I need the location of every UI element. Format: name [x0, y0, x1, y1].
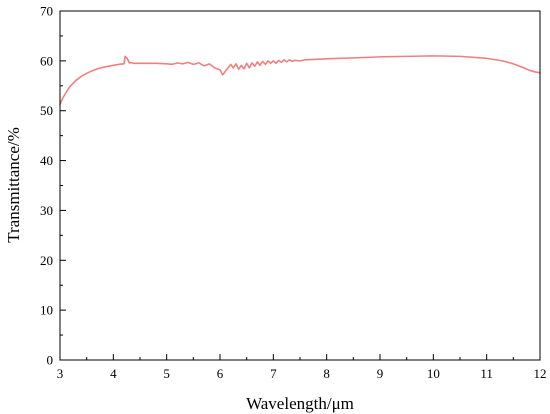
- y-axis-title: Transmittance/%: [4, 127, 23, 243]
- y-tick-label: 50: [40, 103, 53, 118]
- y-tick-label: 20: [40, 253, 53, 268]
- y-tick-label: 70: [40, 4, 53, 19]
- x-tick-label: 7: [270, 366, 277, 381]
- x-tick-label: 5: [163, 366, 170, 381]
- series-line: [59, 55, 541, 106]
- x-tick-label: 4: [110, 366, 117, 381]
- x-tick-label: 3: [57, 366, 64, 381]
- plot-frame: [59, 10, 541, 361]
- series-layer: [59, 55, 541, 106]
- x-tick-label: 9: [377, 366, 384, 381]
- x-tick-label: 8: [323, 366, 330, 381]
- y-tick-label: 40: [40, 153, 53, 168]
- x-tick-label: 10: [427, 366, 440, 381]
- x-tick-label: 12: [534, 366, 547, 381]
- y-tick-label: 0: [47, 353, 54, 368]
- x-axis-title: Wavelength/μm: [246, 394, 354, 413]
- y-tick-label: 10: [40, 303, 53, 318]
- y-tick-label: 60: [40, 53, 53, 68]
- x-tick-label: 6: [217, 366, 224, 381]
- x-tick-label: 11: [480, 366, 493, 381]
- y-tick-label: 30: [40, 203, 53, 218]
